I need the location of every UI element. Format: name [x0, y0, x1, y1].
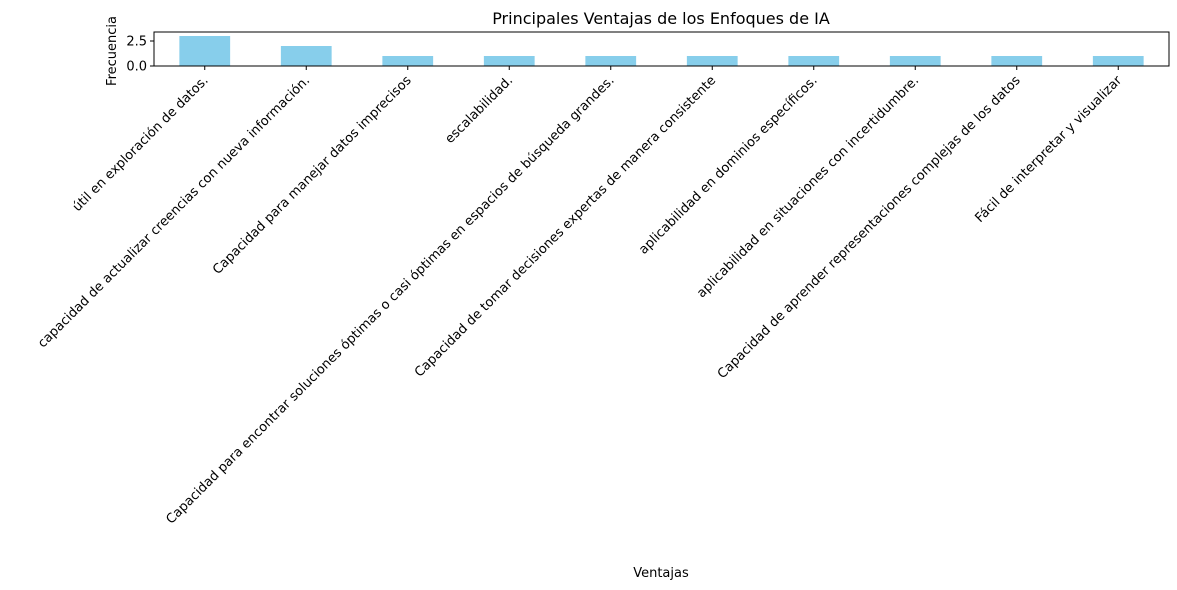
y-axis-ticks: 0.0 2.5	[126, 35, 154, 75]
bar-8	[889, 56, 941, 66]
plot-frame	[153, 31, 1170, 67]
bar-9	[991, 56, 1043, 66]
chart-title: Principales Ventajas de los Enfoques de …	[492, 9, 830, 28]
bar-6	[686, 56, 738, 66]
bar-2	[280, 46, 332, 66]
x-tick-label: escalabilidad.	[442, 73, 516, 147]
bar-10	[1092, 56, 1144, 66]
bars-group	[179, 36, 1144, 66]
y-axis-label: Frecuencia	[105, 16, 120, 86]
bar-3	[382, 56, 434, 66]
y-tick-label: 2.5	[126, 35, 147, 50]
bar-5	[585, 56, 637, 66]
x-axis-ticks: útil en exploración de datos.capacidad d…	[35, 66, 1126, 527]
bar-4	[483, 56, 535, 66]
x-tick-label: Capacidad para manejar datos imprecisos	[210, 73, 415, 278]
x-tick-label: aplicabilidad en dominios específicos.	[636, 73, 820, 257]
bar-7	[788, 56, 840, 66]
y-tick-label: 0.0	[126, 60, 147, 75]
x-axis-label: Ventajas	[633, 566, 689, 581]
bar-1	[179, 36, 231, 66]
x-tick-label: aplicabilidad en situaciones con incerti…	[694, 73, 922, 301]
x-tick-label: Capacidad para encontrar soluciones ópti…	[163, 73, 617, 527]
